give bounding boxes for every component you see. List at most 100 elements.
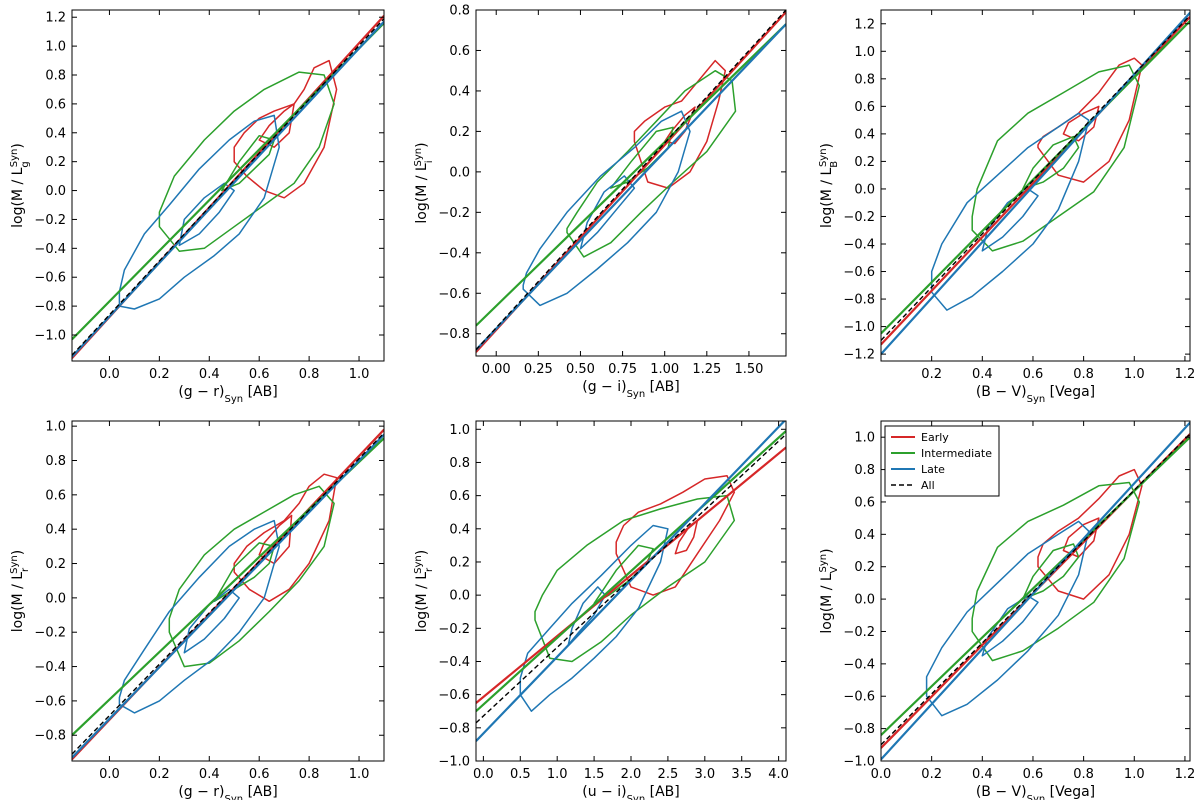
y-tick-label: −1.0 xyxy=(438,755,470,770)
legend-label-all: All xyxy=(921,479,935,492)
panel-1: 0.0 0.2 0.4 0.6 0.8 1.0 −1.0 −0.8 −0.6 −0.4 −0.2 0.… xyxy=(9,9,385,405)
x-tick-label: 0.25 xyxy=(524,362,553,377)
contour-intermediate-3 xyxy=(534,494,736,663)
panel-2: 0.00 0.25 0.50 0.75 1.00 1.25 1.50 −0.8 −0.6 −0.4… xyxy=(413,4,787,400)
x-axis-label: (g − i)Syn [AB] xyxy=(582,379,680,400)
x-tick-label: 1.50 xyxy=(734,362,763,377)
y-tick-label: 0.2 xyxy=(854,155,875,170)
y-axis-label: log(M / LrSyn) xyxy=(9,550,31,633)
y-tick-label: −0.6 xyxy=(438,287,470,302)
y-tick-label: 0.8 xyxy=(45,454,66,469)
y-tick-label: −0.6 xyxy=(438,688,470,703)
y-tick-label: 0.0 xyxy=(45,184,66,199)
x-tick-label: 1.2 xyxy=(1175,767,1196,782)
y-tick-label: 1.0 xyxy=(854,431,875,446)
y-tick-label: 1.2 xyxy=(854,17,875,32)
contours xyxy=(925,468,1143,717)
x-tick-label: 1.25 xyxy=(692,362,721,377)
y-tick-label: 0.2 xyxy=(449,125,470,140)
series-line-intermediate xyxy=(476,430,786,713)
y-tick-label: −0.6 xyxy=(843,265,875,280)
y-tick-label: 0.8 xyxy=(854,463,875,478)
y-tick-label: 0.2 xyxy=(45,557,66,572)
series-line-intermediate xyxy=(72,22,384,341)
y-tick-label: 0.6 xyxy=(45,97,66,112)
x-tick-label: 0.6 xyxy=(1023,767,1044,782)
y-tick-label: 0.8 xyxy=(45,69,66,84)
y-tick-label: 0.2 xyxy=(45,155,66,170)
y-axis-label: log(M / LgSyn) xyxy=(9,143,31,228)
y-tick-label: 0.2 xyxy=(449,555,470,570)
contour-intermediate-3 xyxy=(158,71,335,252)
series-line-all xyxy=(72,432,384,755)
y-tick-label: −0.2 xyxy=(438,206,470,221)
y-tick-label: −0.8 xyxy=(843,293,875,308)
contour-intermediate-4 xyxy=(593,544,654,605)
x-tick-label: 0.50 xyxy=(566,362,595,377)
y-tick-label: −0.2 xyxy=(843,625,875,640)
y-tick-label: −0.4 xyxy=(843,238,875,253)
y-tick-label: 1.0 xyxy=(45,420,66,435)
y-tick-label: 0.8 xyxy=(449,456,470,471)
x-axis-label: (B − V)Syn [Vega] xyxy=(976,384,1095,405)
y-tick-label: −0.6 xyxy=(843,690,875,705)
x-tick-label: 0.2 xyxy=(921,767,942,782)
panel-4: 0.0 0.2 0.4 0.6 0.8 1.0 −0.8 −0.6 −0.4 −0.2 0.0 0.2… xyxy=(9,420,385,800)
y-tick-label: −0.2 xyxy=(34,626,66,641)
x-tick-label: 0.8 xyxy=(1073,767,1094,782)
y-axis-label: log(M / LBSyn) xyxy=(818,143,840,228)
y-tick-label: 0.4 xyxy=(854,528,875,543)
y-tick-label: −0.4 xyxy=(438,246,470,261)
contour-late-5 xyxy=(519,524,669,712)
y-tick-label: −1.0 xyxy=(34,329,66,344)
y-tick-label: −0.8 xyxy=(438,327,470,342)
x-tick-label: 0.0 xyxy=(99,367,120,382)
x-tick-label: 0.0 xyxy=(473,767,494,782)
y-axis-label: log(M / LrSyn) xyxy=(413,550,435,633)
x-tick-label: 1.0 xyxy=(349,367,370,382)
x-tick-label: 3.0 xyxy=(694,767,715,782)
y-tick-label: 0.6 xyxy=(449,489,470,504)
y-tick-label: 0.0 xyxy=(854,182,875,197)
fit-lines xyxy=(72,428,384,761)
x-axis-label: (g − r)Syn [AB] xyxy=(178,384,277,405)
y-tick-label: −0.8 xyxy=(438,721,470,736)
y-tick-label: −0.8 xyxy=(843,722,875,737)
legend-label-early: Early xyxy=(921,431,949,444)
y-tick-label: −1.0 xyxy=(843,755,875,770)
plot-frame xyxy=(71,420,385,762)
fit-lines xyxy=(881,421,1190,761)
series-line-early xyxy=(881,16,1190,346)
y-axis-label: log(M / LiSyn) xyxy=(413,142,435,223)
contour-early-1 xyxy=(233,473,338,603)
fit-lines xyxy=(476,10,786,353)
y-tick-label: −0.8 xyxy=(34,300,66,315)
plot-frame xyxy=(475,9,787,357)
y-tick-label: 1.2 xyxy=(45,11,66,26)
series-line-all xyxy=(476,433,786,724)
contour-late-5 xyxy=(118,519,280,714)
y-tick-label: −0.6 xyxy=(34,271,66,286)
fit-lines xyxy=(881,12,1190,355)
series-line-late xyxy=(476,23,786,351)
x-axis-label: (u − i)Syn [AB] xyxy=(582,784,680,800)
contour-intermediate-3 xyxy=(566,69,737,258)
series-line-late xyxy=(881,421,1190,761)
y-tick-label: −0.4 xyxy=(34,242,66,257)
contour-late-5 xyxy=(925,520,1090,717)
y-tick-label: 1.0 xyxy=(854,45,875,60)
legend-label-late: Late xyxy=(921,463,945,476)
x-tick-label: 0.4 xyxy=(199,767,220,782)
y-tick-label: 0.0 xyxy=(449,165,470,180)
series-line-late xyxy=(72,433,384,759)
x-tick-label: 0.6 xyxy=(249,767,270,782)
y-tick-label: 0.0 xyxy=(45,591,66,606)
contour-early-1 xyxy=(233,59,338,199)
x-tick-label: 1.00 xyxy=(650,362,679,377)
x-tick-label: 0.75 xyxy=(608,362,637,377)
x-tick-label: 0.5 xyxy=(510,767,531,782)
y-tick-label: 0.8 xyxy=(854,72,875,87)
series-line-all xyxy=(881,433,1190,746)
x-tick-label: 0.8 xyxy=(299,367,320,382)
contour-early-2 xyxy=(1062,105,1100,142)
